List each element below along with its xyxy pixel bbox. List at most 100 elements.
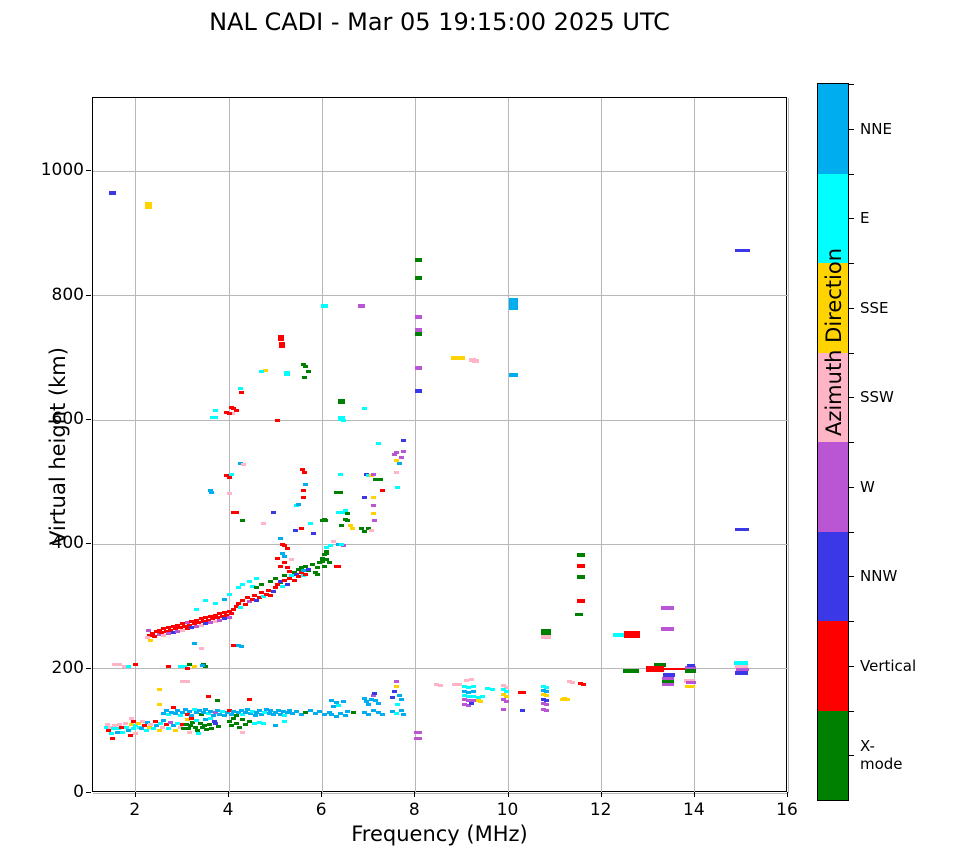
data-point bbox=[110, 736, 116, 740]
colorbar-center-tick bbox=[849, 307, 854, 309]
data-point bbox=[128, 723, 134, 727]
data-point bbox=[328, 544, 334, 548]
data-point bbox=[294, 572, 300, 576]
data-point bbox=[219, 710, 225, 714]
data-point bbox=[110, 727, 116, 731]
data-point bbox=[394, 680, 400, 684]
data-point bbox=[210, 713, 216, 717]
data-point bbox=[189, 716, 195, 720]
data-point bbox=[466, 699, 472, 703]
data-point bbox=[179, 622, 185, 626]
data-point bbox=[464, 678, 470, 682]
data-point bbox=[214, 699, 220, 703]
data-point bbox=[734, 664, 748, 669]
data-point bbox=[289, 573, 295, 577]
data-point bbox=[217, 612, 223, 616]
data-point bbox=[231, 710, 237, 714]
data-point bbox=[394, 450, 400, 454]
data-point bbox=[340, 510, 346, 514]
data-point bbox=[239, 390, 245, 394]
data-point bbox=[301, 488, 307, 492]
data-point bbox=[205, 694, 211, 698]
data-point bbox=[391, 689, 397, 693]
x-gridline bbox=[414, 98, 416, 793]
data-point bbox=[517, 690, 523, 694]
data-point bbox=[184, 718, 190, 722]
data-point bbox=[261, 710, 267, 714]
data-point bbox=[241, 463, 247, 467]
x-tick-label: 14 bbox=[683, 800, 705, 820]
data-point bbox=[663, 672, 676, 677]
data-point bbox=[294, 710, 300, 714]
data-point bbox=[299, 468, 305, 472]
data-point bbox=[261, 722, 267, 726]
data-point bbox=[138, 727, 144, 731]
data-point bbox=[284, 582, 290, 586]
data-point bbox=[282, 713, 288, 717]
data-point bbox=[451, 355, 459, 360]
data-point bbox=[471, 684, 477, 688]
colorbar-segment-x-mode bbox=[818, 710, 848, 800]
data-point bbox=[221, 617, 227, 621]
data-point bbox=[282, 544, 288, 548]
data-point bbox=[156, 688, 162, 692]
data-point bbox=[289, 557, 295, 561]
x-tick-mark bbox=[321, 792, 323, 797]
data-point bbox=[277, 536, 283, 540]
colorbar-category-label: NNW bbox=[860, 567, 898, 586]
data-point bbox=[233, 409, 239, 413]
data-point bbox=[569, 680, 575, 684]
y-gridline bbox=[93, 792, 788, 794]
data-point bbox=[261, 521, 267, 525]
data-point bbox=[164, 708, 170, 712]
data-point bbox=[177, 725, 183, 729]
data-point bbox=[305, 370, 311, 374]
data-point bbox=[361, 697, 367, 700]
data-point bbox=[149, 631, 155, 635]
data-point bbox=[203, 616, 209, 620]
data-point bbox=[224, 613, 230, 617]
y-tick-mark bbox=[86, 294, 91, 296]
colorbar-boundary-tick bbox=[849, 263, 854, 264]
y-gridline bbox=[93, 419, 788, 421]
data-point bbox=[461, 684, 467, 688]
data-point bbox=[395, 486, 401, 490]
data-point bbox=[228, 472, 234, 476]
data-point bbox=[414, 332, 422, 337]
data-point bbox=[268, 593, 274, 597]
data-point bbox=[395, 702, 401, 706]
data-point bbox=[120, 730, 126, 734]
data-point bbox=[371, 519, 377, 523]
data-point bbox=[133, 731, 139, 735]
data-point bbox=[438, 683, 444, 687]
data-point bbox=[177, 626, 183, 630]
data-point bbox=[396, 462, 402, 466]
data-point bbox=[311, 531, 317, 535]
data-point bbox=[224, 711, 230, 715]
data-point bbox=[147, 726, 153, 730]
data-point bbox=[282, 554, 288, 558]
data-point bbox=[335, 564, 341, 568]
chart-title: NAL CADI - Mar 05 19:15:00 2025 UTC bbox=[209, 8, 670, 36]
data-point bbox=[161, 634, 167, 638]
data-point bbox=[342, 508, 348, 512]
data-point bbox=[560, 698, 569, 702]
data-point bbox=[401, 439, 407, 443]
data-point bbox=[168, 710, 174, 714]
data-point bbox=[242, 603, 248, 607]
data-point bbox=[185, 727, 191, 731]
colorbar-boundary-tick bbox=[849, 710, 854, 712]
data-point bbox=[540, 708, 546, 712]
x-tick-mark bbox=[693, 792, 695, 797]
data-point bbox=[340, 700, 346, 704]
data-point bbox=[285, 711, 291, 715]
data-point bbox=[172, 627, 178, 631]
data-point bbox=[338, 415, 346, 421]
data-point bbox=[468, 678, 474, 682]
data-point bbox=[189, 713, 195, 717]
data-point bbox=[373, 699, 379, 703]
data-point bbox=[202, 724, 208, 728]
data-point bbox=[661, 605, 675, 610]
data-point bbox=[317, 561, 323, 565]
data-point bbox=[210, 416, 216, 420]
